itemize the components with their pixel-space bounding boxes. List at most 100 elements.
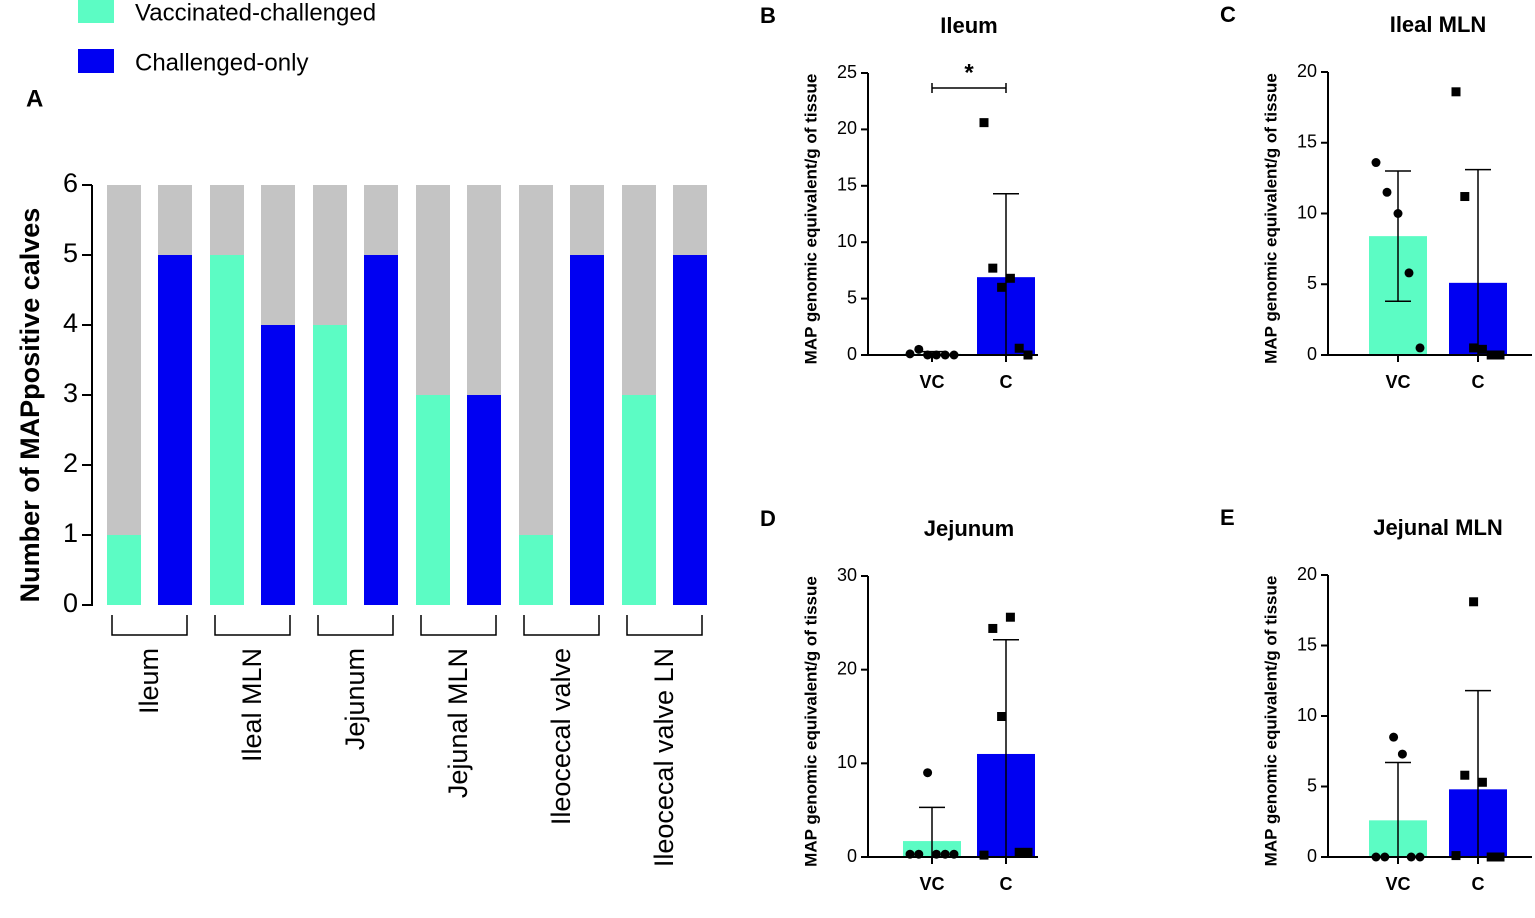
panel-letter: D: [760, 506, 776, 531]
legend-swatch: [78, 0, 114, 23]
panel-letter: E: [1220, 505, 1235, 530]
data-point: [1477, 344, 1487, 354]
bar: [107, 535, 141, 605]
data-point: [1451, 87, 1461, 97]
data-point: [1005, 612, 1015, 622]
x-tick-label: VC: [919, 372, 944, 392]
panel-letter: C: [1220, 2, 1236, 27]
y-tick-label: 30: [837, 565, 857, 585]
y-tick-label: 2: [63, 448, 78, 478]
category-bracket: [420, 615, 497, 636]
data-point: [1389, 732, 1399, 742]
panel-title: Ileum: [940, 13, 997, 38]
data-point: [1023, 847, 1033, 857]
bar: [622, 395, 656, 605]
y-tick-label: 5: [63, 238, 78, 268]
y-tick-label: 20: [837, 118, 857, 138]
data-point: [914, 344, 924, 354]
category-bracket: [214, 615, 291, 636]
y-tick-label: 0: [1307, 344, 1317, 364]
y-tick-label: 0: [847, 344, 857, 364]
x-tick-label: C: [1472, 372, 1485, 392]
x-tick-label: VC: [919, 874, 944, 894]
bar: [416, 395, 450, 605]
y-axis-label: MAP genomic equivalent/g of tissue: [1261, 576, 1280, 867]
x-tick-label: C: [1000, 372, 1013, 392]
y-tick-label: 0: [63, 588, 78, 618]
panel-title: Ileal MLN: [1390, 12, 1487, 37]
data-point: [1371, 158, 1381, 168]
x-tick-label: Ileocecal valve LN: [649, 648, 679, 867]
category-bracket: [111, 615, 188, 636]
x-tick-label: VC: [1385, 372, 1410, 392]
y-tick-label: 15: [837, 175, 857, 195]
bar: [519, 535, 553, 605]
data-point: [1469, 343, 1479, 353]
x-tick-label: Ileum: [134, 648, 164, 714]
bar: [364, 255, 398, 605]
bar: [467, 395, 501, 605]
bar: [313, 325, 347, 605]
data-point: [905, 349, 915, 359]
data-point: [1415, 343, 1425, 353]
bar: [673, 255, 707, 605]
data-point: [979, 118, 989, 128]
y-tick-label: 25: [837, 62, 857, 82]
category-bracket: [523, 615, 600, 636]
x-tick-label: Ileal MLN: [237, 648, 267, 762]
y-tick-label: 10: [1297, 705, 1317, 725]
y-tick-label: 15: [1297, 132, 1317, 152]
y-tick-label: 5: [1307, 273, 1317, 293]
y-tick-label: 5: [1307, 775, 1317, 795]
data-point: [1469, 597, 1479, 607]
y-tick-label: 0: [1307, 846, 1317, 866]
data-point: [988, 263, 998, 273]
legend-label: Challenged-only: [135, 49, 308, 76]
data-point: [1005, 273, 1015, 283]
data-point: [1382, 187, 1392, 197]
x-tick-label: VC: [1385, 874, 1410, 894]
bar: [261, 325, 295, 605]
x-tick-label: C: [1000, 874, 1013, 894]
y-tick-label: 5: [847, 287, 857, 307]
data-point: [1460, 770, 1470, 780]
y-tick-label: 3: [63, 378, 78, 408]
y-tick-label: 1: [63, 518, 78, 548]
x-tick-label: Jejunal MLN: [443, 648, 473, 798]
x-tick-label: Jejunum: [340, 648, 370, 750]
y-tick-label: 20: [1297, 61, 1317, 81]
y-tick-label: 20: [837, 658, 857, 678]
data-point: [1014, 847, 1024, 857]
bar: [570, 255, 604, 605]
y-tick-label: 20: [1297, 564, 1317, 584]
y-axis-label: Number of MAPpositive calves: [15, 208, 45, 603]
data-point: [1393, 209, 1403, 218]
panel-letter: A: [26, 85, 43, 112]
panel-title: Jejunum: [924, 516, 1014, 541]
data-point: [1404, 268, 1414, 278]
data-point: [923, 768, 933, 778]
y-tick-label: 10: [837, 752, 857, 772]
legend-swatch: [78, 49, 114, 73]
data-point: [997, 282, 1007, 292]
y-tick-label: 0: [847, 846, 857, 866]
y-axis-label: MAP genomic equivalent/g of tissue: [801, 576, 820, 867]
data-point: [1477, 777, 1487, 787]
bar: [158, 255, 192, 605]
x-tick-label: C: [1472, 874, 1485, 894]
y-tick-label: 10: [1297, 202, 1317, 222]
data-point: [1451, 851, 1461, 861]
significance-bracket: [931, 83, 1007, 93]
data-point: [1460, 192, 1470, 202]
data-point: [979, 850, 989, 860]
category-bracket: [317, 615, 394, 636]
y-axis-label: MAP genomic equivalent/g of tissue: [1261, 73, 1280, 364]
legend-label: Vaccinated-challenged: [135, 0, 376, 26]
y-tick-label: 6: [63, 168, 78, 198]
data-point: [997, 712, 1007, 721]
bar: [210, 255, 244, 605]
data-point: [988, 623, 998, 633]
panel-letter: B: [760, 3, 776, 28]
